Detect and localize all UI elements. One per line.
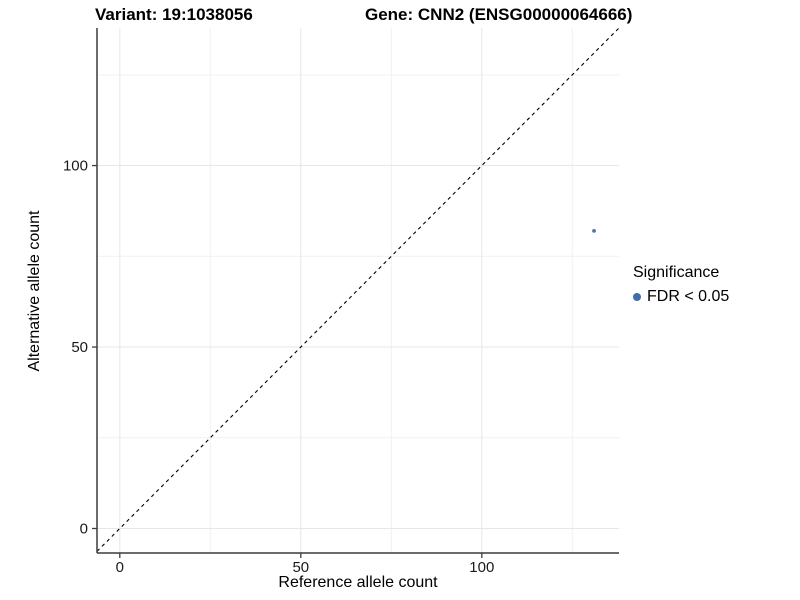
legend-point-icon — [633, 293, 641, 301]
legend: Significance FDR < 0.05 — [633, 264, 729, 306]
y-tick-label: 100 — [63, 158, 88, 175]
identity-line — [96, 27, 620, 552]
data-point — [592, 228, 596, 233]
legend-entry: FDR < 0.05 — [633, 288, 729, 306]
x-tick-label: 0 — [116, 559, 124, 576]
plot-title-variant: Variant: 19:1038056 — [95, 5, 253, 24]
legend-title: Significance — [633, 264, 720, 281]
y-tick-label: 0 — [80, 521, 88, 538]
x-tick-label: 100 — [469, 559, 494, 576]
x-axis-title: Reference allele count — [278, 574, 438, 591]
x-tick-label: 50 — [292, 559, 309, 576]
y-tick-label: 50 — [71, 339, 88, 356]
y-axis-title: Alternative allele count — [26, 210, 43, 372]
legend-entry-label: FDR < 0.05 — [647, 288, 730, 305]
plot-title-gene: Gene: CNN2 (ENSG00000064666) — [365, 5, 633, 24]
